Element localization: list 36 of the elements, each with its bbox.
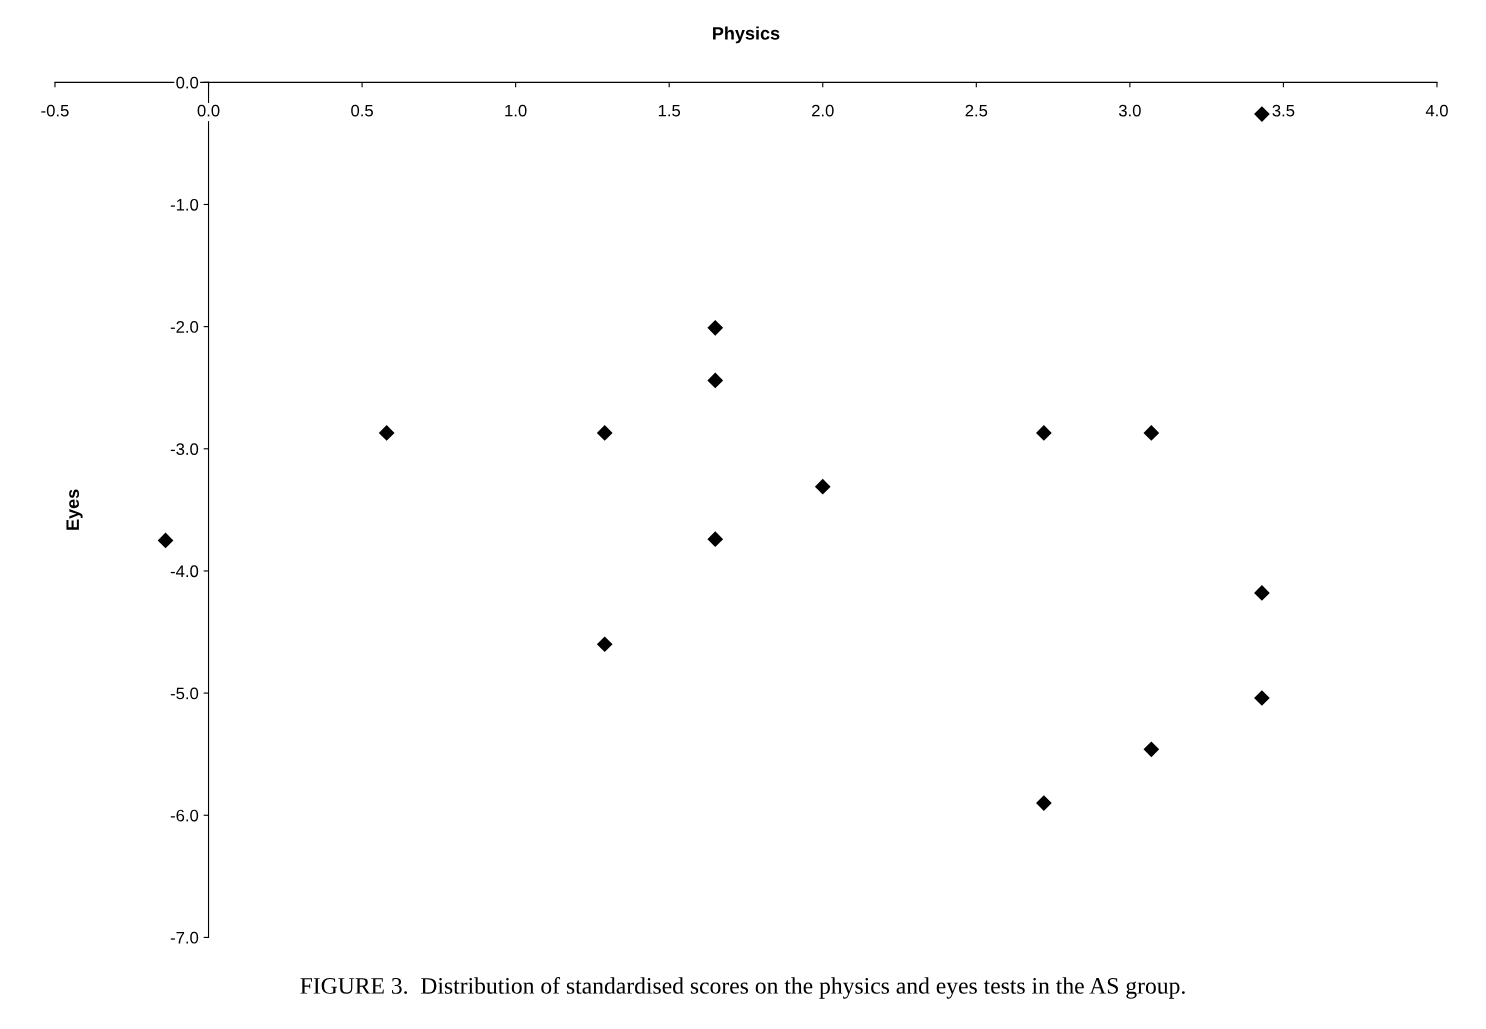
- x-tick-label: 4.0: [1425, 104, 1448, 117]
- x-tick-label: 0.0: [197, 104, 220, 117]
- x-tick-label: 0.5: [351, 104, 373, 117]
- y-tick-label: -7.0: [170, 931, 199, 944]
- point: [707, 320, 723, 336]
- point: [1254, 585, 1270, 601]
- y-tick-label: -6.0: [170, 809, 199, 822]
- x-tick-label: 2.0: [812, 104, 834, 117]
- point: [597, 636, 613, 652]
- point: [1036, 795, 1052, 811]
- point: [707, 531, 723, 547]
- y-axis-title: Eyes: [66, 489, 83, 530]
- point: [379, 425, 395, 441]
- x-tick-label: 3.5: [1272, 104, 1295, 117]
- point: [1143, 425, 1159, 441]
- point: [1036, 425, 1052, 441]
- point: [1254, 106, 1270, 122]
- y-tick-label: -2.0: [170, 321, 199, 333]
- y-tick-label: -3.0: [170, 443, 199, 455]
- x-tick-label: 2.5: [965, 104, 988, 117]
- point: [157, 532, 174, 548]
- point: [597, 425, 613, 441]
- x-tick-label: 3.0: [1118, 104, 1141, 117]
- point: [815, 479, 831, 495]
- y-tick-label: -5.0: [170, 687, 199, 700]
- x-axis-title: Physics: [713, 26, 780, 44]
- x-tick-label: 1.5: [658, 104, 681, 117]
- y-tick-label: 0.0: [176, 76, 199, 89]
- x-tick-label: -0.5: [41, 104, 69, 117]
- point: [1254, 690, 1270, 706]
- caption: FIGURE 3. Distribution of standardised scores on the physics and eyes tests in the AS group.: [300, 976, 1185, 999]
- y-tick-label: -1.0: [170, 198, 199, 211]
- x-tick-label: 1.0: [505, 104, 527, 117]
- y-tick-label: -4.0: [170, 565, 199, 578]
- point: [707, 372, 723, 388]
- point: [1143, 741, 1159, 757]
